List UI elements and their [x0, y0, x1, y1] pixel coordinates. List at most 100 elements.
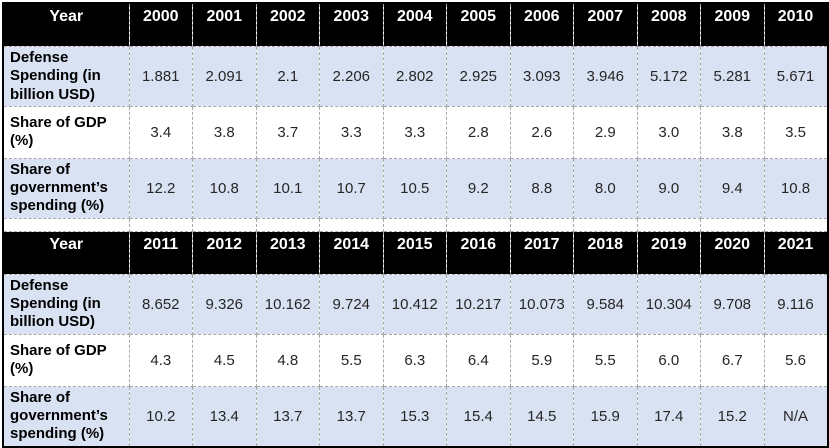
table-cell: 10.304	[636, 273, 701, 335]
table-cell: 2.8	[446, 105, 511, 159]
year-header-label: Year	[2, 2, 130, 47]
year-header-cell: 2011	[128, 230, 193, 275]
table-cell: 5.5	[319, 333, 384, 387]
year-header-cell: 2016	[446, 230, 511, 275]
table-cell: 5.281	[700, 46, 765, 107]
table-cell: 9.708	[700, 273, 765, 335]
spacer-cell	[128, 217, 193, 232]
table-cell: 10.5	[382, 157, 447, 219]
row-label: Share of GDP (%)	[2, 333, 130, 387]
table-cell: 15.4	[446, 385, 511, 448]
table-cell: 9.326	[192, 273, 257, 335]
row-label: Defense Spending (in billion USD)	[2, 46, 130, 107]
table-cell: 5.6	[763, 333, 828, 387]
table-cell: 4.8	[255, 333, 320, 387]
table-cell: 10.8	[192, 157, 257, 219]
row-label: Defense Spending (in billion USD)	[2, 273, 130, 335]
table-cell: 2.6	[509, 105, 574, 159]
table-cell: 10.162	[255, 273, 320, 335]
table-cell: 5.172	[636, 46, 701, 107]
year-header-label: Year	[2, 230, 130, 275]
table-cell: 3.8	[700, 105, 765, 159]
table-cell: 3.3	[382, 105, 447, 159]
table-cell: 5.9	[509, 333, 574, 387]
table-cell: 5.671	[763, 46, 828, 107]
row-label: Share of government’s spending (%)	[2, 157, 130, 219]
table-cell: 10.7	[319, 157, 384, 219]
table-row-defense-spending-2000s: Defense Spending (in billion USD) 1.881 …	[2, 46, 828, 107]
year-header-cell: 2005	[446, 2, 511, 47]
table-cell: 3.093	[509, 46, 574, 107]
table-row-share-of-gov-spending-2010s: Share of government’s spending (%) 10.2 …	[2, 385, 828, 448]
table-cell: 3.7	[255, 105, 320, 159]
table-cell: 9.584	[573, 273, 638, 335]
table-cell: 14.5	[509, 385, 574, 448]
spacer-cell	[192, 217, 257, 232]
year-header-cell: 2018	[573, 230, 638, 275]
year-header-cell: 2004	[382, 2, 447, 47]
table-cell: 9.4	[700, 157, 765, 219]
table-row-share-of-gdp-2000s: Share of GDP (%) 3.4 3.8 3.7 3.3 3.3 2.8…	[2, 105, 828, 159]
year-header-row-2010s: Year 2011 2012 2013 2014 2015 2016 2017 …	[2, 230, 828, 275]
table-cell: 3.8	[192, 105, 257, 159]
table-cell: 9.116	[763, 273, 828, 335]
table-cell: 3.3	[319, 105, 384, 159]
year-header-cell: 2002	[255, 2, 320, 47]
table-cell: 15.3	[382, 385, 447, 448]
year-header-cell: 2003	[319, 2, 384, 47]
table-cell: 10.2	[128, 385, 193, 448]
spacer-cell	[636, 217, 701, 232]
table-cell: 3.946	[573, 46, 638, 107]
spacer-row	[2, 217, 828, 232]
spacer-cell	[763, 217, 828, 232]
table-cell: 8.8	[509, 157, 574, 219]
year-header-cell: 2006	[509, 2, 574, 47]
year-header-cell: 2008	[636, 2, 701, 47]
table-cell: 15.2	[700, 385, 765, 448]
table-cell: 8.652	[128, 273, 193, 335]
spacer-cell	[446, 217, 511, 232]
table-cell: 5.5	[573, 333, 638, 387]
spacer-cell	[700, 217, 765, 232]
table-cell: 6.7	[700, 333, 765, 387]
table-cell: 2.925	[446, 46, 511, 107]
table-cell: 3.0	[636, 105, 701, 159]
table-cell: 8.0	[573, 157, 638, 219]
table-cell: 1.881	[128, 46, 193, 107]
table-cell: 4.3	[128, 333, 193, 387]
spacer-cell	[319, 217, 384, 232]
table-cell: 9.724	[319, 273, 384, 335]
year-header-cell: 2009	[700, 2, 765, 47]
spacer-cell	[509, 217, 574, 232]
spacer-cell	[2, 217, 130, 232]
year-header-cell: 2001	[192, 2, 257, 47]
table-cell: 6.3	[382, 333, 447, 387]
table-cell: 2.206	[319, 46, 384, 107]
year-header-cell: 2010	[763, 2, 828, 47]
table-cell: 13.4	[192, 385, 257, 448]
table-row-share-of-gov-spending-2000s: Share of government’s spending (%) 12.2 …	[2, 157, 828, 219]
table-cell: 10.412	[382, 273, 447, 335]
table-cell: 3.4	[128, 105, 193, 159]
table-cell: 4.5	[192, 333, 257, 387]
table-row-share-of-gdp-2010s: Share of GDP (%) 4.3 4.5 4.8 5.5 6.3 6.4…	[2, 333, 828, 387]
spacer-cell	[573, 217, 638, 232]
year-header-cell: 2021	[763, 230, 828, 275]
year-header-cell: 2015	[382, 230, 447, 275]
year-header-cell: 2012	[192, 230, 257, 275]
table-cell: 2.9	[573, 105, 638, 159]
table-cell: 2.802	[382, 46, 447, 107]
spacer-cell	[255, 217, 320, 232]
year-header-cell: 2013	[255, 230, 320, 275]
table-cell: 9.2	[446, 157, 511, 219]
table-cell: 15.9	[573, 385, 638, 448]
table-cell: 10.073	[509, 273, 574, 335]
table-cell: 13.7	[319, 385, 384, 448]
table-row-defense-spending-2010s: Defense Spending (in billion USD) 8.652 …	[2, 273, 828, 335]
year-header-row-2000s: Year 2000 2001 2002 2003 2004 2005 2006 …	[2, 2, 828, 47]
table-cell: 3.5	[763, 105, 828, 159]
year-header-cell: 2017	[509, 230, 574, 275]
year-header-cell: 2014	[319, 230, 384, 275]
